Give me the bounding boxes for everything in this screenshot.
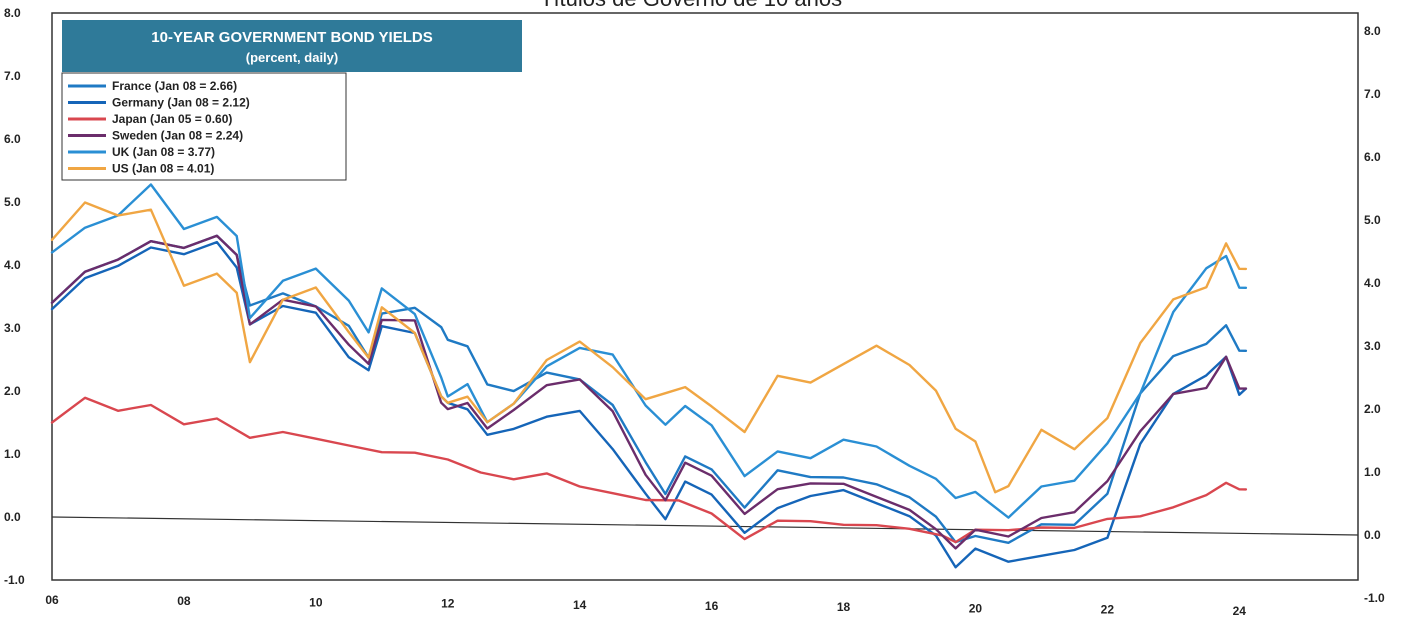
legend-items: France (Jan 08 = 2.66) Germany (Jan 08 = …	[68, 79, 250, 176]
y-right-tick-label: 0.0	[1364, 528, 1381, 542]
y-left-tick-label: 6.0	[4, 132, 21, 146]
legend-label: Japan (Jan 05 = 0.60)	[112, 112, 232, 126]
y-left-tick-label: 2.0	[4, 384, 21, 398]
chart-subtitle: (percent, daily)	[246, 50, 338, 65]
series-line	[50, 240, 1248, 569]
y-left-tick-label: 3.0	[4, 321, 21, 335]
y-right-tick-label: 2.0	[1364, 402, 1381, 416]
y-left-tick-label: 0.0	[4, 510, 21, 524]
series-line	[50, 234, 1248, 544]
title-background	[62, 20, 522, 72]
series-line	[50, 201, 1248, 494]
y-left-tick-label: -1.0	[4, 573, 25, 587]
x-tick-label: 08	[177, 594, 191, 608]
y-right-tick-label: 5.0	[1364, 213, 1381, 227]
y-right-tick-label: 7.0	[1364, 87, 1381, 101]
zero-line	[51, 516, 1359, 536]
y-left-tick-label: 4.0	[4, 258, 21, 272]
x-tick-label: 22	[1101, 603, 1115, 617]
x-tick-label: 20	[969, 601, 983, 615]
x-tick-label: 10	[309, 595, 323, 609]
x-tick-label: 24	[1233, 604, 1247, 618]
legend-label: Sweden (Jan 08 = 2.24)	[112, 129, 243, 143]
y-left-tick-label: 8.0	[4, 6, 21, 20]
legend-box	[61, 72, 347, 181]
plot-frame	[51, 12, 1359, 581]
chart-title: 10-YEAR GOVERNMENT BOND YIELDS	[151, 29, 432, 46]
legend-label: US (Jan 08 = 4.01)	[112, 162, 214, 176]
y-right-tick-label: -1.0	[1364, 591, 1385, 605]
legend: France (Jan 08 = 2.66) Germany (Jan 08 = …	[61, 72, 347, 181]
top-caption: Títulos de Governo de 10 anos	[540, 0, 842, 11]
y-right-tick-label: 6.0	[1364, 150, 1381, 164]
series-lines	[50, 183, 1248, 569]
series-line	[50, 183, 1248, 519]
legend-label: France (Jan 08 = 2.66)	[112, 79, 237, 93]
x-tick-label: 16	[705, 599, 719, 613]
y-left-tick-label: 7.0	[4, 69, 21, 83]
legend-label: UK (Jan 08 = 3.77)	[112, 145, 215, 159]
title-box: 10-YEAR GOVERNMENT BOND YIELDS (percent,…	[62, 20, 522, 72]
x-tick-label: 14	[573, 598, 587, 612]
series-line	[50, 234, 1248, 550]
y-axis-left: 8.0 7.0 6.0 5.0 4.0 3.0 2.0 1.0 0.0 -1.0	[4, 6, 25, 587]
y-left-tick-label: 5.0	[4, 195, 21, 209]
y-right-tick-label: 8.0	[1364, 24, 1381, 38]
x-axis: 06 08 10 12 14 16 18 20 22 24	[45, 593, 1246, 618]
legend-label: Germany (Jan 08 = 2.12)	[112, 96, 250, 110]
y-left-tick-label: 1.0	[4, 447, 21, 461]
y-right-tick-label: 4.0	[1364, 276, 1381, 290]
x-tick-label: 18	[837, 600, 851, 614]
y-axis-right: 8.0 7.0 6.0 5.0 4.0 3.0 2.0 1.0 0.0 -1.0	[1364, 24, 1385, 605]
y-right-tick-label: 3.0	[1364, 339, 1381, 353]
series-line	[50, 396, 1248, 544]
y-right-tick-label: 1.0	[1364, 465, 1381, 479]
x-tick-label: 12	[441, 597, 455, 611]
x-tick-label: 06	[45, 593, 59, 607]
